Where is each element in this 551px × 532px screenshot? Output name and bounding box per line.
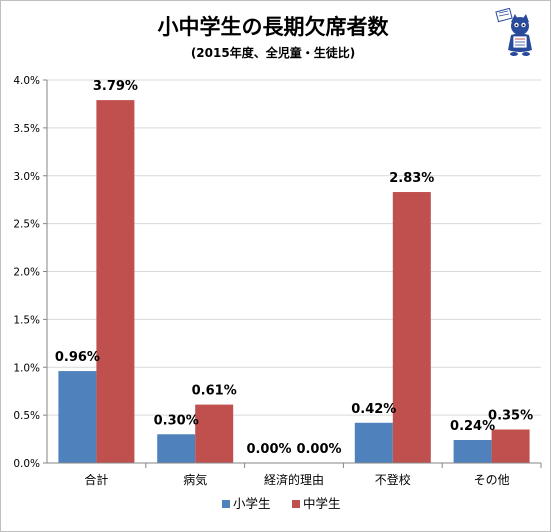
- x-category-label: 合計: [84, 472, 108, 487]
- bar: [157, 434, 196, 463]
- data-label: 0.24%: [450, 419, 495, 434]
- chart-subtitle: (2015年度、全児童・生徒比): [191, 45, 355, 60]
- bar: [392, 192, 431, 463]
- data-labels: 0.96% 3.79% 0.30% 0.61% 0.00% 0.00% 0.42% 2.83%…: [55, 79, 533, 457]
- y-tick-label: 2.5%: [13, 219, 40, 231]
- chart-title: 小中学生の長期欠席者数: [158, 15, 390, 39]
- x-category-label: 経済的理由: [264, 472, 324, 487]
- legend-swatch: [222, 500, 230, 508]
- x-category-label: その他: [474, 473, 510, 487]
- data-label: 0.61%: [192, 384, 237, 399]
- bar: [491, 429, 530, 463]
- y-tick-label: 3.5%: [13, 123, 40, 135]
- legend: 小学生 中学生: [222, 496, 341, 511]
- x-category-label: 病気: [183, 472, 207, 487]
- data-label: 0.96%: [55, 350, 100, 365]
- bars: [58, 100, 530, 464]
- y-tick-label: 0.5%: [13, 410, 40, 422]
- x-axis-categories: 合計 病気 経済的理由 不登校 その他: [84, 463, 542, 487]
- newspaper-cat-mascot-icon: [495, 8, 532, 56]
- y-tick-label: 1.5%: [13, 314, 40, 326]
- bar: [58, 371, 97, 463]
- y-axis-ticks: 0.0% 0.5% 1.0% 1.5% 2.0% 2.5% 3.0% 3.5% 4.0%: [13, 75, 47, 470]
- legend-swatch: [292, 500, 300, 508]
- bar: [96, 100, 135, 464]
- y-tick-label: 1.0%: [13, 362, 40, 374]
- legend-label: 中学生: [303, 496, 341, 511]
- data-label: 2.83%: [389, 171, 434, 186]
- data-label: 0.00%: [296, 442, 341, 457]
- legend-label: 小学生: [233, 496, 271, 511]
- x-category-label: 不登校: [375, 472, 411, 487]
- data-label: 0.30%: [154, 413, 199, 428]
- data-label: 3.79%: [93, 79, 138, 94]
- y-tick-label: 2.0%: [13, 267, 40, 279]
- data-label: 0.42%: [351, 402, 396, 417]
- y-tick-label: 0.0%: [13, 458, 40, 470]
- bar: [453, 440, 492, 463]
- bar: [195, 404, 234, 463]
- data-label: 0.35%: [488, 408, 533, 423]
- bar: [354, 422, 393, 463]
- data-label: 0.00%: [246, 442, 291, 457]
- y-tick-label: 3.0%: [13, 171, 40, 183]
- y-tick-label: 4.0%: [13, 75, 40, 87]
